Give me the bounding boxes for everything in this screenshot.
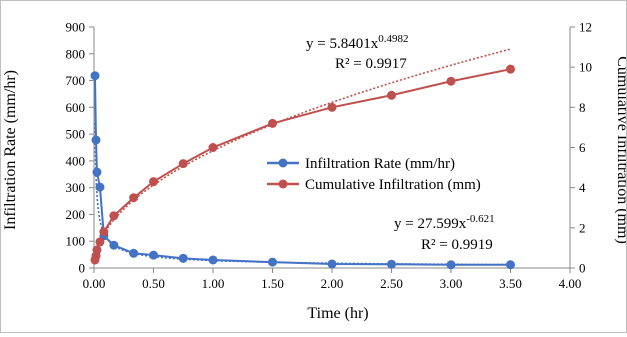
y-left-tick-label: 300 bbox=[66, 180, 86, 195]
y-right-tick-label: 2 bbox=[579, 220, 586, 235]
x-tick-label: 1.00 bbox=[202, 276, 225, 291]
infiltration-rate-point bbox=[506, 260, 515, 270]
cumulative-infiltration-point bbox=[99, 227, 109, 237]
y-right-tick-label: 0 bbox=[579, 261, 586, 276]
infiltration-rate-point bbox=[129, 248, 139, 258]
x-tick-label: 4.00 bbox=[559, 276, 582, 291]
axes-group: 0.00 0.50 1.00 1.50 2.00 2.50 3.00 3.50 4.000100… bbox=[66, 20, 593, 292]
legend-swatch-marker-cumulative-infiltration bbox=[278, 179, 288, 189]
cumulative-infiltration-point bbox=[268, 118, 277, 128]
legend-label-cumulative-infiltration: Cumulative Infiltration (mm) bbox=[305, 177, 481, 193]
infiltration-rate-point bbox=[90, 71, 100, 81]
y-left-tick-label: 200 bbox=[66, 207, 86, 222]
x-tick-label: 3.00 bbox=[440, 276, 463, 291]
cumulative-infiltration-point bbox=[208, 143, 218, 152]
legend-entry-cumulative-infiltration: Cumulative Infiltration (mm) bbox=[267, 177, 481, 193]
y-right-tick-label: 10 bbox=[579, 60, 592, 75]
y-right-tick-label: 8 bbox=[579, 100, 586, 115]
y-right-tick-label: 12 bbox=[579, 20, 592, 35]
infiltration-rate-point bbox=[327, 259, 337, 269]
cumulative-trendline-r2: R² = 0.9917 bbox=[335, 56, 407, 72]
rate-trendline-r2: R² = 0.9919 bbox=[421, 237, 493, 253]
y-right-tick-label: 4 bbox=[579, 180, 586, 195]
infiltration-rate-point bbox=[178, 253, 188, 263]
legend-label-infiltration-rate: Infiltration Rate (mm/hr) bbox=[305, 156, 455, 172]
x-tick-label: 0.50 bbox=[142, 276, 165, 291]
y-left-axis-title: Infiltration Rate (mm/hr) bbox=[2, 70, 19, 230]
y-right-axis-title: Cumulative Infiltration (mm) bbox=[614, 56, 626, 244]
infiltration-chart: 0.00 0.50 1.00 1.50 2.00 2.50 3.00 3.50 4.000100… bbox=[2, 20, 627, 323]
x-tick-label: 3.50 bbox=[499, 276, 522, 291]
infiltration-rate-point bbox=[95, 182, 105, 192]
x-tick-label: 1.50 bbox=[261, 276, 284, 291]
legend-entry-infiltration-rate: Infiltration Rate (mm/hr) bbox=[267, 156, 455, 172]
y-right-tick-label: 6 bbox=[579, 140, 586, 155]
cumulative-infiltration-point bbox=[92, 245, 102, 255]
cumulative-infiltration-point bbox=[446, 76, 456, 86]
cumulative-infiltration-trendline bbox=[94, 48, 511, 258]
y-left-tick-label: 400 bbox=[66, 153, 86, 168]
series-points-group bbox=[90, 64, 515, 270]
infiltration-rate-point bbox=[92, 167, 102, 177]
infiltration-rate-point bbox=[109, 240, 119, 250]
x-axis-title: Time (hr) bbox=[307, 305, 368, 322]
legend: Infiltration Rate (mm/hr) Cumulative Inf… bbox=[267, 156, 481, 193]
infiltration-rate-point bbox=[91, 135, 101, 145]
y-left-tick-label: 0 bbox=[79, 261, 86, 276]
cumulative-infiltration-point bbox=[129, 193, 139, 203]
cumulative-infiltration-point bbox=[178, 159, 188, 169]
x-tick-label: 2.50 bbox=[380, 276, 403, 291]
cumulative-infiltration-point bbox=[506, 64, 515, 74]
infiltration-rate-point bbox=[387, 259, 396, 269]
y-left-tick-label: 700 bbox=[66, 73, 86, 88]
rate-trendline-equation: y = 27.599x-0.621 bbox=[394, 213, 495, 232]
cumulative-infiltration-point bbox=[149, 177, 158, 187]
y-left-tick-label: 100 bbox=[66, 234, 86, 249]
infiltration-rate-point bbox=[268, 257, 277, 267]
y-left-tick-label: 800 bbox=[66, 46, 86, 61]
cumulative-infiltration-point bbox=[327, 102, 337, 112]
infiltration-rate-point bbox=[149, 250, 158, 260]
y-left-tick-label: 500 bbox=[66, 127, 86, 142]
cumulative-infiltration-point bbox=[109, 211, 119, 221]
cumulative-infiltration-point bbox=[387, 90, 396, 100]
y-left-tick-label: 600 bbox=[66, 100, 86, 115]
infiltration-rate-point bbox=[446, 260, 456, 270]
legend-swatch-marker-infiltration-rate bbox=[278, 158, 288, 168]
cumulative-infiltration-point bbox=[95, 237, 105, 247]
x-tick-label: 0.00 bbox=[83, 276, 106, 291]
y-left-tick-label: 900 bbox=[66, 20, 86, 35]
infiltration-rate-point bbox=[208, 255, 218, 265]
cumulative-trendline-equation: y = 5.8401x0.4982 bbox=[306, 33, 408, 52]
x-tick-label: 2.00 bbox=[321, 276, 344, 291]
